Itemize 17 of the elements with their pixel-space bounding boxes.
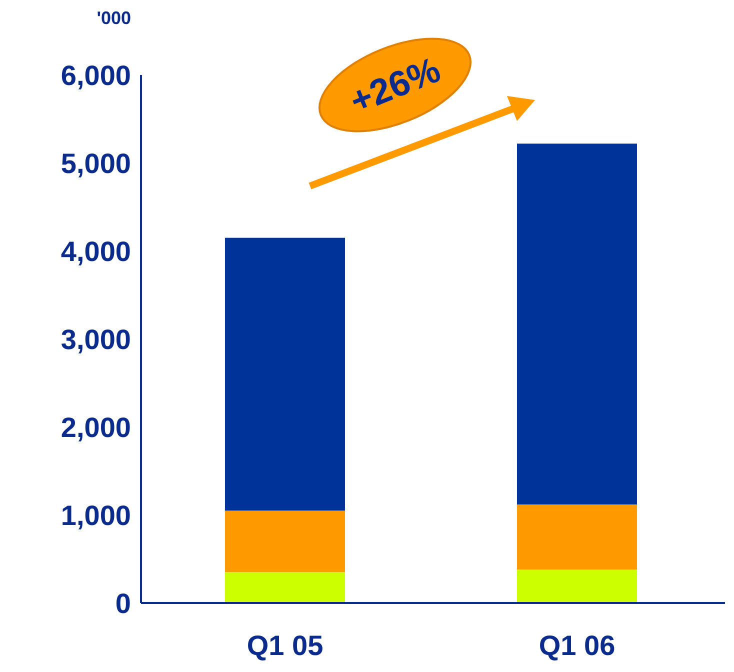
y-tick-label: 0	[115, 588, 131, 619]
annotation: +26%	[344, 48, 446, 122]
y-axis-title: '000	[96, 8, 131, 28]
y-tick-label: 5,000	[60, 148, 131, 179]
bar	[517, 504, 637, 570]
bar	[225, 572, 345, 603]
bar	[517, 144, 637, 504]
y-tick-label: 4,000	[60, 236, 131, 267]
y-tick-label: 3,000	[60, 324, 131, 355]
y-tick-label: 1,000	[60, 500, 131, 531]
y-tick-label: 6,000	[60, 60, 131, 91]
bar	[517, 570, 637, 603]
x-tick-label: Q1 05	[246, 630, 324, 661]
y-tick-label: 2,000	[60, 412, 131, 443]
bar	[225, 238, 345, 511]
x-tick-label: Q1 06	[538, 630, 616, 661]
bar	[225, 510, 345, 572]
